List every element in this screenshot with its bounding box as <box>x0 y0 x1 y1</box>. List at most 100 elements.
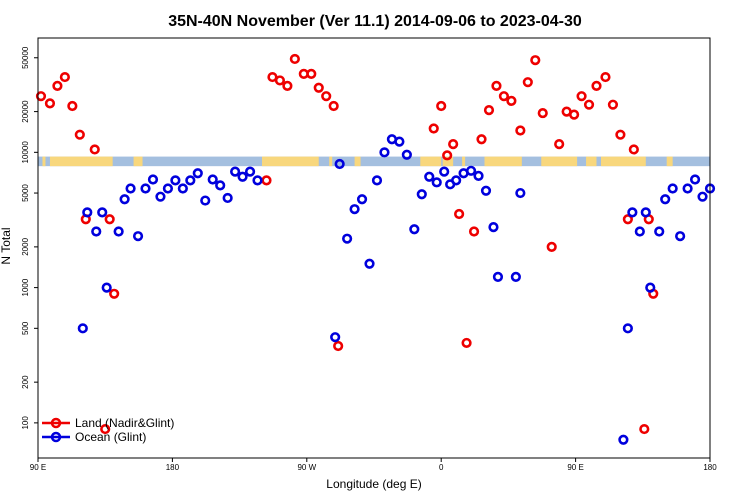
land-point <box>639 423 650 435</box>
ocean-point <box>237 171 248 182</box>
y-tick-label: 2000 <box>21 237 30 255</box>
ocean-point <box>82 207 93 218</box>
land-segment <box>420 156 442 167</box>
ocean-point <box>170 175 181 186</box>
land-point <box>454 208 465 220</box>
plot-frame <box>37 37 711 459</box>
ocean-point <box>155 191 166 202</box>
ocean-point <box>91 226 102 237</box>
ocean-point <box>488 222 499 233</box>
land-segment <box>49 156 113 167</box>
ocean-point <box>409 224 420 235</box>
ocean-point <box>334 158 345 170</box>
land-point <box>591 80 602 91</box>
y-tick-label: 20000 <box>21 100 30 123</box>
y-tick-label: 200 <box>21 375 30 389</box>
x-tick-label: 180 <box>166 463 180 472</box>
ocean-point <box>215 180 226 191</box>
ocean-point <box>640 207 651 218</box>
land-point <box>628 144 639 155</box>
axes: 90 E 180 90 W 0 90 E 180 100 200 500 1000 2000 5000… <box>21 46 717 472</box>
land-segment <box>586 156 597 167</box>
ocean-point <box>244 166 256 177</box>
ocean-point <box>207 174 218 185</box>
land-point <box>461 337 472 349</box>
land-point <box>59 71 70 83</box>
ocean-point <box>379 147 390 158</box>
chart-title: 35N-40N November (Ver 11.1) 2014-09-06 t… <box>168 13 582 30</box>
land-point <box>67 100 78 112</box>
ocean-point <box>618 434 629 445</box>
land-point <box>274 75 286 86</box>
ocean-point <box>480 185 492 196</box>
ocean-point <box>119 194 130 205</box>
y-axis-label: N Total <box>0 227 13 264</box>
land-point <box>515 125 526 136</box>
ocean-point <box>394 136 405 147</box>
land-point <box>109 288 120 299</box>
ocean-point <box>439 166 450 177</box>
ocean-point <box>147 174 159 185</box>
land-segment <box>484 156 522 167</box>
ocean-point <box>140 183 151 194</box>
legend-land-marker <box>50 417 62 429</box>
ocean-point <box>401 149 412 160</box>
ocean-point <box>330 332 341 343</box>
land-point <box>448 139 459 150</box>
land-point <box>321 91 332 102</box>
ocean-point <box>192 168 203 179</box>
land-segment <box>600 156 646 167</box>
land-segment <box>442 156 454 167</box>
ocean-point <box>424 171 435 182</box>
land-segment <box>462 156 466 167</box>
land-point <box>89 144 100 155</box>
ocean-point <box>222 192 233 204</box>
land-point <box>289 53 300 65</box>
land-point <box>436 100 447 112</box>
land-point <box>483 105 495 116</box>
land-ocean-strip <box>38 156 710 167</box>
ocean-point <box>230 166 241 177</box>
x-tick-label: 0 <box>439 463 444 472</box>
land-point <box>622 214 633 225</box>
ocean-point <box>371 175 383 186</box>
ocean-point <box>177 183 188 194</box>
ocean-point <box>77 323 88 334</box>
legend: Land (Nadir&Glint) Ocean (Glint) <box>42 416 174 444</box>
ocean-point <box>682 183 693 194</box>
land-segment <box>666 156 673 167</box>
ocean-point <box>132 231 144 242</box>
ocean-point <box>660 194 671 205</box>
ocean-point <box>356 194 368 205</box>
land-point <box>615 129 626 140</box>
ocean-point <box>627 207 638 218</box>
land-segment <box>133 156 143 167</box>
ocean-point <box>689 174 701 185</box>
land-segment <box>262 156 319 167</box>
land-point <box>44 98 56 109</box>
ocean-point <box>364 258 375 269</box>
land-point <box>498 91 510 102</box>
ocean-point <box>125 183 136 194</box>
y-tick-label: 100 <box>21 416 30 430</box>
land-segment <box>329 156 333 167</box>
ocean-point <box>200 195 211 206</box>
y-tick-label: 5000 <box>21 184 30 202</box>
ocean-point <box>515 187 526 199</box>
land-point <box>333 340 344 352</box>
land-point <box>476 134 487 145</box>
land-segment <box>354 156 361 167</box>
ocean-point <box>465 165 477 176</box>
land-point <box>261 175 272 186</box>
ocean-point <box>645 282 656 293</box>
ocean-point <box>342 233 353 244</box>
ocean-point <box>654 226 665 237</box>
land-point <box>100 423 111 435</box>
ocean-point <box>675 231 686 242</box>
land-point <box>35 91 47 102</box>
land-point <box>306 68 317 79</box>
land-point <box>104 214 115 225</box>
land-point <box>428 123 439 134</box>
